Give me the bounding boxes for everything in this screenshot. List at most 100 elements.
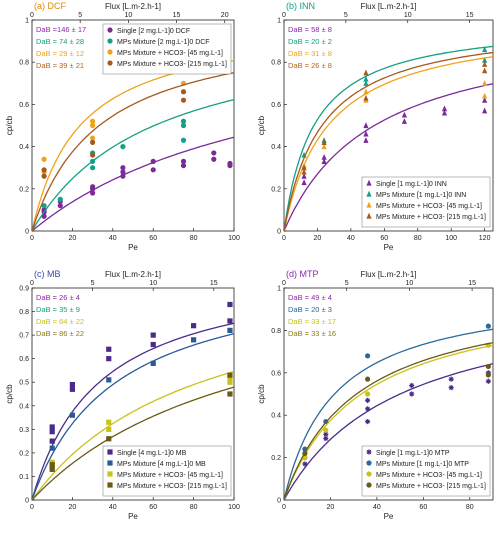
y-tick-label: 0 — [277, 229, 281, 236]
series-4 — [284, 341, 493, 500]
legend: Single [2 mg.L-1]0 DCF MPs Mixture [2 mg.… — [102, 23, 232, 75]
data-point — [90, 190, 96, 196]
x-tick-label: 0 — [30, 235, 34, 242]
da-label: DaB = 86 ± 22 — [36, 329, 84, 338]
y-tick-label: 0.6 — [271, 370, 281, 377]
data-point — [90, 139, 96, 145]
top-axis-label: Flux [L.m-2.h-1] — [360, 270, 416, 279]
x-tick-label: 0 — [282, 504, 286, 511]
fit-curve — [32, 333, 234, 500]
series-4 — [32, 72, 234, 231]
x-tick-label: 80 — [414, 235, 422, 242]
top-tick-label: 5 — [344, 12, 348, 19]
legend-marker — [107, 460, 113, 466]
data-point — [363, 130, 369, 137]
data-point — [180, 137, 187, 143]
data-point — [41, 156, 47, 162]
panel-title: (c) MB — [34, 269, 61, 279]
data-point — [441, 109, 448, 116]
y-axis-label: cp/cb — [257, 384, 266, 404]
legend-marker — [107, 38, 113, 44]
legend-label: Single [1 mg.L-1]0 INN — [376, 181, 447, 188]
series-2 — [32, 327, 234, 500]
series-4 — [32, 372, 234, 500]
data-point — [302, 450, 308, 456]
data-point — [150, 158, 156, 164]
y-tick-label: 0.1 — [19, 474, 29, 481]
data-point — [106, 436, 112, 442]
panel-title: (b) INN — [286, 1, 315, 11]
data-point — [363, 69, 369, 76]
top-tick-label: 10 — [124, 12, 132, 19]
y-tick-label: 0.4 — [19, 403, 29, 410]
series-2 — [284, 323, 493, 500]
da-label: DaB = 35 ± 9 — [36, 305, 80, 314]
fit-curve — [284, 51, 493, 231]
data-point — [227, 160, 233, 167]
data-point — [227, 391, 233, 397]
legend-marker — [366, 212, 372, 219]
data-point — [227, 372, 233, 378]
data-point — [120, 169, 126, 175]
data-point — [365, 418, 371, 425]
x-tick-label: 60 — [419, 504, 427, 511]
data-point — [401, 111, 407, 118]
data-point — [180, 158, 187, 164]
x-axis-label: Pe — [384, 243, 394, 252]
x-tick-label: 40 — [109, 235, 117, 242]
data-point — [301, 164, 307, 171]
data-point — [180, 162, 187, 169]
da-label: DaB =146 ± 17 — [36, 25, 86, 34]
data-point — [363, 94, 369, 101]
data-point — [90, 152, 96, 158]
fit-curve — [284, 83, 493, 231]
series-1 — [32, 301, 234, 500]
data-point — [485, 363, 491, 370]
da-label: DaB = 29 ± 12 — [36, 49, 84, 58]
legend-marker — [366, 471, 372, 477]
data-point — [90, 186, 96, 192]
legend-marker — [366, 201, 372, 208]
da-label: DaB = 74 ± 28 — [36, 37, 84, 46]
panel-title: (d) MTP — [286, 269, 319, 279]
da-label: DaB = 31 ± 8 — [288, 49, 332, 58]
y-tick-label: 0.7 — [19, 333, 29, 340]
y-tick-label: 0.8 — [19, 309, 29, 316]
data-point — [485, 323, 491, 329]
data-point — [49, 429, 55, 435]
x-axis-label: Pe — [128, 512, 138, 521]
data-point — [448, 385, 454, 391]
data-point — [482, 61, 488, 67]
data-point — [227, 318, 233, 324]
data-point — [323, 431, 329, 437]
x-tick-label: 60 — [380, 235, 388, 242]
plot-frame — [283, 287, 494, 501]
y-tick-label: 0.5 — [19, 380, 29, 387]
data-point — [227, 379, 233, 385]
da-label: DaB = 49 ± 4 — [288, 293, 332, 302]
panel-c: 0 20 40 60 80 100Pe00.10.20.30.40.50.60.70.80… — [5, 269, 240, 521]
legend-label: MPs Mixture + HCO3- [45 mg.L-1] — [376, 472, 482, 479]
data-point — [90, 118, 96, 124]
x-tick-label: 60 — [149, 235, 157, 242]
data-point — [211, 156, 217, 162]
y-tick-label: 0.3 — [19, 427, 29, 434]
data-point — [365, 353, 371, 359]
data-point — [323, 435, 329, 442]
data-point — [180, 97, 187, 103]
data-point — [482, 56, 488, 63]
legend-marker — [366, 449, 372, 455]
legend-label: MPs Mixture + HCO3- [215 mg.L-1] — [376, 214, 486, 221]
top-tick-label: 10 — [406, 280, 414, 287]
legend-marker — [366, 190, 372, 197]
data-point — [401, 118, 407, 124]
top-tick-label: 10 — [404, 12, 412, 19]
y-tick-label: 0.8 — [19, 60, 29, 67]
legend-marker — [366, 460, 372, 466]
top-tick-label: 15 — [173, 12, 181, 19]
x-tick-label: 40 — [109, 504, 117, 511]
y-tick-label: 0.6 — [271, 102, 281, 109]
plot-frame — [283, 19, 494, 232]
da-label: DaB = 39 ± 21 — [36, 61, 84, 70]
